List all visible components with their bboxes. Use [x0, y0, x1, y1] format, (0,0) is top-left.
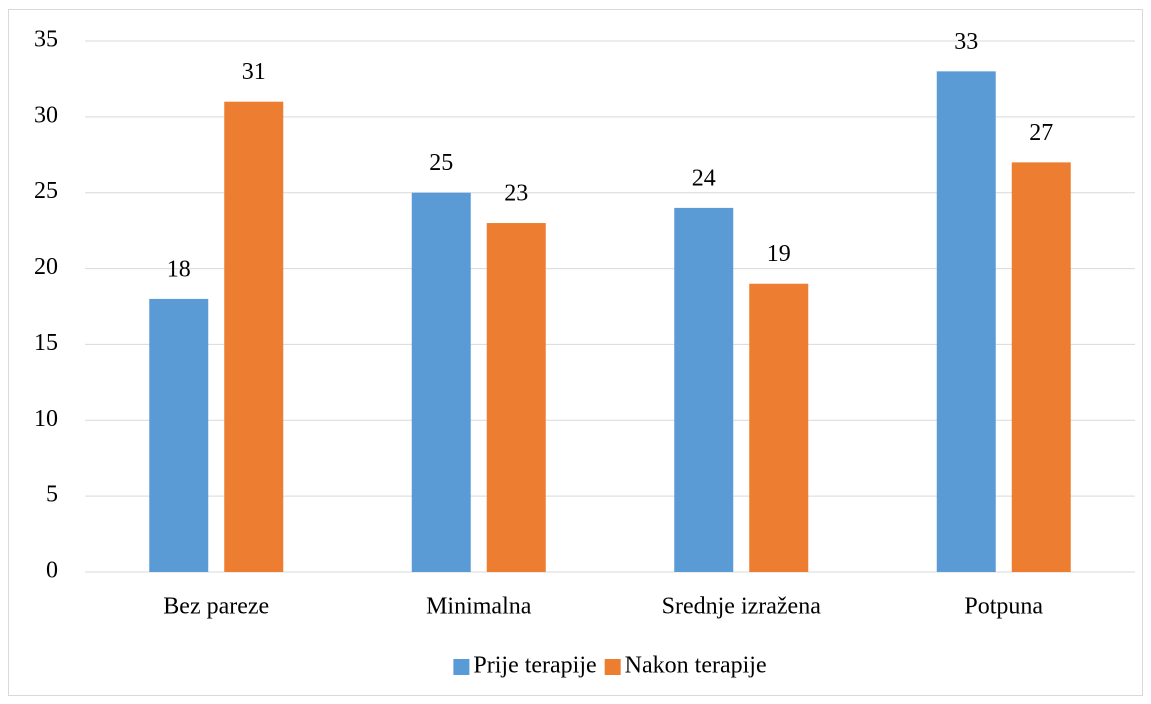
data-label: 33	[954, 29, 978, 55]
data-label: 19	[767, 241, 791, 267]
data-label: 25	[429, 150, 453, 176]
y-tick-label: 20	[34, 254, 58, 280]
data-label: 24	[692, 165, 716, 191]
x-tick-label: Srednje izražena	[662, 594, 822, 620]
y-tick-label: 25	[34, 178, 58, 204]
bar	[936, 71, 996, 572]
y-tick-label: 5	[46, 482, 58, 508]
bar	[149, 298, 209, 572]
data-label: 31	[242, 59, 266, 85]
x-tick-label: Bez pareze	[163, 594, 269, 620]
y-tick-label: 10	[34, 406, 58, 432]
data-label: 27	[1029, 120, 1053, 146]
bar	[749, 283, 809, 572]
y-tick-label: 35	[34, 27, 58, 53]
bar	[1011, 162, 1071, 572]
legend-swatch	[453, 659, 470, 675]
legend-label: Prije terapije	[473, 653, 596, 679]
x-tick-label: Minimalna	[426, 594, 532, 620]
data-label: 23	[504, 181, 528, 207]
y-tick-label: 15	[34, 330, 58, 356]
bar	[224, 101, 284, 572]
data-label: 18	[167, 256, 191, 282]
bar	[486, 223, 546, 573]
legend-swatch	[604, 659, 621, 675]
legend-label: Nakon terapije	[625, 653, 767, 679]
bar	[674, 207, 734, 572]
y-tick-label: 30	[34, 102, 58, 128]
x-tick-label: Potpuna	[964, 594, 1043, 620]
bar	[411, 192, 471, 572]
y-tick-label: 0	[46, 558, 58, 584]
